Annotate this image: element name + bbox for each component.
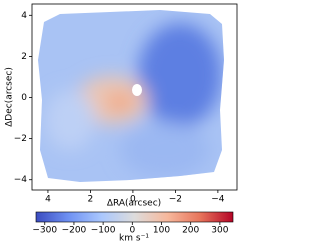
- x-tick-label: 2: [88, 195, 94, 205]
- x-tick-label: 4: [45, 195, 51, 205]
- velocity-map: [38, 10, 224, 182]
- x-tick-label: 0: [130, 195, 136, 205]
- y-tick-label: 0: [21, 93, 27, 103]
- colorbar-tick-label: 100: [153, 226, 170, 236]
- colorbar-label: km s⁻¹: [119, 234, 149, 244]
- x-tick-label: −2: [169, 195, 182, 205]
- x-tick-label: −4: [211, 195, 225, 205]
- y-tick-label: −4: [14, 175, 28, 185]
- x-axis-label: ΔRA(arcsec): [107, 199, 161, 209]
- colorbar: [35, 211, 234, 223]
- colorbar-tick-label: −300: [32, 226, 57, 236]
- plot-frame: [31, 3, 238, 191]
- colorbar-tick-label: −100: [91, 226, 116, 236]
- colorbar-tick-label: 300: [211, 226, 228, 236]
- y-tick-label: 2: [21, 52, 27, 62]
- colorbar-tick-label: −200: [62, 226, 87, 236]
- y-tick-label: 4: [21, 11, 27, 21]
- colorbar-tick-label: 0: [129, 226, 135, 236]
- colorbar-tick-label: 200: [182, 226, 199, 236]
- y-axis-label: ΔDec(arcsec): [5, 67, 15, 127]
- chart: ΔRA(arcsec) ΔDec(arcsec) km s⁻¹ 4 2 0 −2 −4 −…: [5, 3, 238, 244]
- y-tick-label: −2: [14, 134, 27, 144]
